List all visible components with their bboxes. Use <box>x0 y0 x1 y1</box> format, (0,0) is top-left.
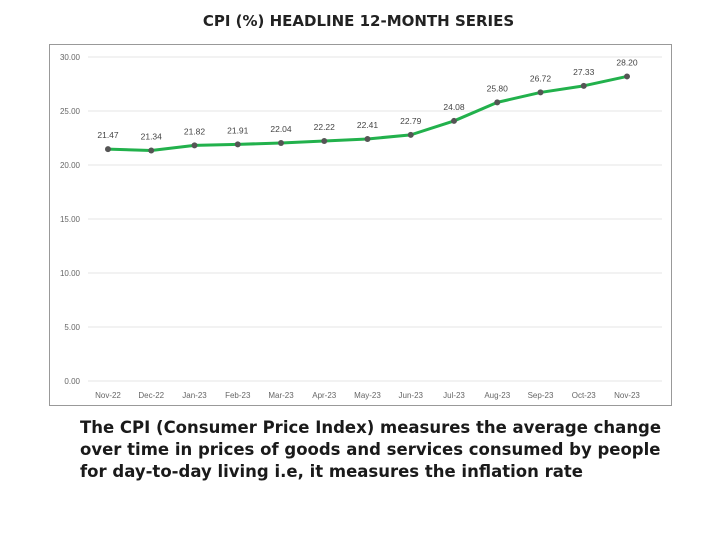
y-tick-label: 10.00 <box>60 269 81 278</box>
chart-frame <box>49 44 672 406</box>
data-label: 22.22 <box>314 122 336 132</box>
data-point <box>364 135 371 142</box>
data-label: 25.80 <box>487 83 509 93</box>
data-point <box>148 147 155 154</box>
data-point <box>278 139 284 146</box>
data-label: 27.33 <box>573 67 595 77</box>
data-label: 22.41 <box>357 120 379 130</box>
x-tick-label: Apr-23 <box>312 391 337 400</box>
data-point <box>321 138 328 145</box>
x-tick-label: Jan-23 <box>182 391 207 400</box>
x-tick-label: Sep-23 <box>528 391 554 400</box>
data-point <box>191 142 198 149</box>
data-label: 22.79 <box>400 116 422 126</box>
data-point <box>407 131 414 138</box>
data-point <box>234 141 241 148</box>
x-tick-label: May-23 <box>354 391 381 400</box>
x-tick-label: Aug-23 <box>484 391 510 400</box>
x-tick-label: Jul-23 <box>443 391 465 400</box>
x-tick-label: Dec-22 <box>138 391 164 400</box>
data-label: 21.34 <box>141 132 163 142</box>
data-label: 26.72 <box>530 73 552 83</box>
y-tick-label: 30.00 <box>60 53 81 62</box>
data-point <box>494 99 501 106</box>
data-label: 21.91 <box>227 125 249 135</box>
data-label: 24.08 <box>443 102 465 112</box>
data-point <box>451 117 457 124</box>
y-tick-label: 20.00 <box>60 161 81 170</box>
x-tick-label: Mar-23 <box>268 391 294 400</box>
data-label: 22.04 <box>270 124 292 134</box>
data-label: 21.82 <box>184 126 206 136</box>
y-tick-label: 15.00 <box>60 215 81 224</box>
x-tick-label: Feb-23 <box>225 391 251 400</box>
data-label: 28.20 <box>616 57 638 67</box>
data-point <box>105 146 111 153</box>
y-tick-label: 25.00 <box>60 107 81 116</box>
chart-title: CPI (%) HEADLINE 12-MONTH SERIES <box>202 12 515 30</box>
caption: The CPI (Consumer Price Index) measures … <box>80 418 662 481</box>
x-tick-label: Oct-23 <box>572 391 597 400</box>
data-point <box>537 89 544 96</box>
x-tick-label: Jun-23 <box>399 391 424 400</box>
x-tick-label: Nov-23 <box>614 391 640 400</box>
data-label: 21.47 <box>97 130 119 140</box>
y-tick-label: 0.00 <box>64 377 80 386</box>
y-tick-label: 5.00 <box>64 323 80 332</box>
data-point <box>580 82 587 89</box>
data-point <box>624 73 630 80</box>
x-tick-label: Nov-22 <box>95 391 121 400</box>
